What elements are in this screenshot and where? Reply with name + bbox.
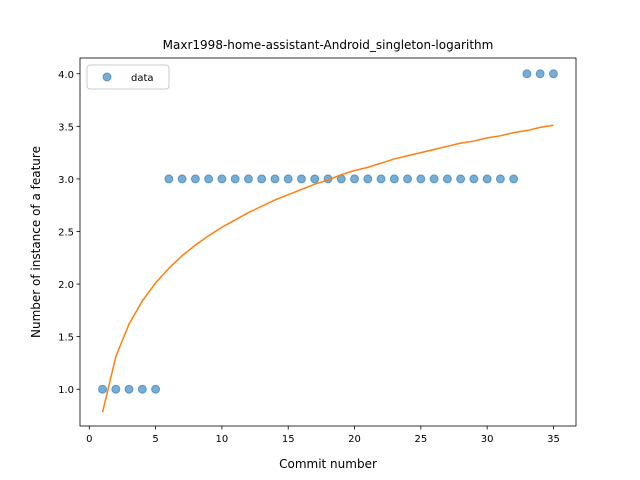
x-tick-label: 30 xyxy=(481,434,494,445)
y-tick-label: 1.5 xyxy=(58,333,74,344)
data-point xyxy=(177,174,187,184)
axes-frame xyxy=(79,57,577,427)
fit-line xyxy=(101,124,554,413)
x-tick-label: 25 xyxy=(414,434,427,445)
plot-area xyxy=(98,69,558,413)
legend: data xyxy=(86,64,170,90)
y-tick-label: 3.5 xyxy=(58,122,74,133)
data-point xyxy=(164,174,174,184)
data-point xyxy=(190,174,200,184)
data-point xyxy=(243,174,253,184)
data-point xyxy=(137,384,147,394)
y-tick-label: 2.5 xyxy=(58,227,74,238)
y-tick-label: 3.0 xyxy=(58,175,74,186)
data-point xyxy=(429,174,439,184)
data-point xyxy=(509,174,519,184)
data-point xyxy=(363,174,373,184)
x-axis-label: Commit number xyxy=(279,457,377,471)
data-point xyxy=(469,174,479,184)
y-tick-label: 2.0 xyxy=(58,280,74,291)
y-tick-label: 1.0 xyxy=(58,385,74,396)
x-tick-label: 35 xyxy=(547,434,560,445)
data-point xyxy=(204,174,214,184)
data-point xyxy=(548,69,558,79)
data-point xyxy=(111,384,121,394)
data-point xyxy=(350,174,360,184)
data-point xyxy=(283,174,293,184)
x-tick-label: 15 xyxy=(282,434,295,445)
data-point xyxy=(230,174,240,184)
data-point xyxy=(495,174,505,184)
data-point xyxy=(98,384,108,394)
tick-group: 0 5 10 15 20 25 30 35 1.0 1.5 2.0 2.5 3.0 3.5 4.0 xyxy=(58,70,560,445)
data-point xyxy=(296,174,306,184)
y-axis-label: Number of instance of a feature xyxy=(29,146,43,338)
data-point xyxy=(389,174,399,184)
data-point xyxy=(456,174,466,184)
data-point xyxy=(270,174,280,184)
data-point xyxy=(416,174,426,184)
x-tick-label: 10 xyxy=(216,434,229,445)
x-tick-label: 5 xyxy=(152,434,158,445)
legend-marker xyxy=(102,72,112,82)
data-point xyxy=(217,174,227,184)
data-point xyxy=(310,174,320,184)
y-tick-label: 4.0 xyxy=(58,70,74,81)
data-point xyxy=(124,384,134,394)
x-tick-label: 0 xyxy=(86,434,92,445)
chart-title: Maxr1998-home-assistant-Android_singleto… xyxy=(163,38,494,52)
data-point xyxy=(442,174,452,184)
data-point xyxy=(522,69,532,79)
data-point xyxy=(151,384,161,394)
legend-box xyxy=(86,64,170,90)
legend-label: data xyxy=(131,73,154,84)
data-point xyxy=(376,174,386,184)
data-point xyxy=(403,174,413,184)
data-point xyxy=(535,69,545,79)
data-point xyxy=(482,174,492,184)
x-tick-label: 20 xyxy=(348,434,361,445)
data-point xyxy=(257,174,267,184)
